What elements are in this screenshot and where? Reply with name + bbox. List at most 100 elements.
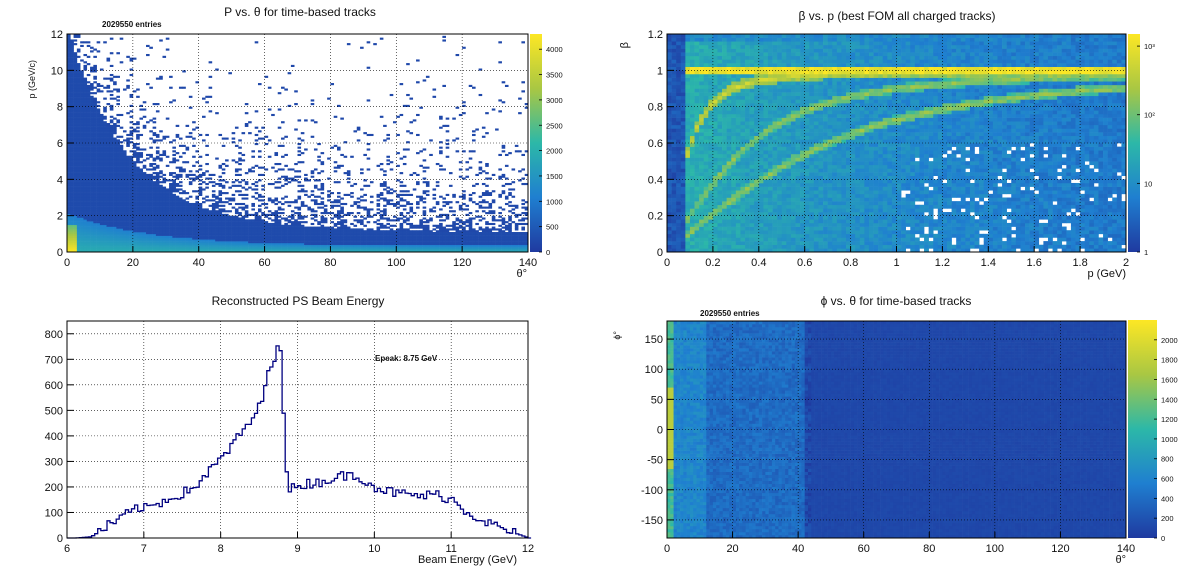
heatmap-cell [432,197,437,200]
heatmap-cell [317,172,321,175]
heatmap-cell [442,250,446,253]
heatmap-cell [122,182,127,186]
heatmap-cell [445,224,450,227]
heatmap-cell [96,101,101,104]
heatmap-cell [113,162,117,166]
heatmap-cell [90,175,94,178]
heatmap-cell [422,241,427,244]
heatmap-cell [211,224,216,227]
heatmap-cell [103,179,107,182]
heatmap-cell [188,106,193,109]
heatmap-cell [132,146,137,149]
heatmap-cell [86,99,91,102]
heatmap-cell [320,224,325,227]
heatmap-cell [70,239,74,242]
heatmap-cell [281,242,285,246]
heatmap-cell [96,135,101,138]
heatmap-cell [152,186,157,189]
heatmap-cell [136,213,140,216]
heatmap-cell [178,212,183,215]
heatmap-cell [126,55,130,58]
heatmap-cell [142,159,147,162]
heatmap-cell [323,244,328,247]
heatmap-cell [76,201,81,204]
heatmap-cell [462,150,466,153]
heatmap-cell [313,184,318,187]
heatmap-cell [330,235,335,238]
heatmap-cell [96,164,101,167]
heatmap-cell [376,232,381,235]
heatmap-cell [146,121,150,124]
heatmap-cell [80,84,84,87]
heatmap-cell [238,184,242,187]
heatmap-cell [264,202,269,206]
heatmap-cell [126,222,130,226]
heatmap-cell [136,157,140,160]
heatmap-cell [73,132,78,135]
heatmap-cell [90,250,94,253]
heatmap-cell [392,190,397,193]
heatmap-cell [439,115,443,118]
heatmap-cell [149,222,153,226]
heatmap-cell [116,221,120,224]
heatmap-cell [116,224,120,227]
heatmap-cell [172,233,176,236]
heatmap-cell [73,39,78,42]
heatmap-cell [129,222,134,226]
heatmap-cell [313,230,318,233]
heatmap-cell [439,232,443,235]
heatmap-cell [412,232,417,235]
heatmap-cell [152,121,157,124]
heatmap-cell [218,226,223,229]
heatmap-cell [136,192,140,195]
heatmap-cell [126,173,130,176]
heatmap-cell [261,219,265,222]
heatmap-cell [106,193,111,196]
heatmap-cell [225,164,229,167]
heatmap-cell [70,250,74,253]
heatmap-cell [327,212,331,215]
heatmap-cell [159,181,163,184]
heatmap-cell [337,213,341,216]
heatmap-cell [86,239,91,242]
heatmap-cell [119,228,124,231]
heatmap-cell [67,137,71,140]
heatmap-cell [76,133,81,137]
heatmap-cell [406,201,410,204]
heatmap-cell [340,228,344,231]
heatmap-cell [363,179,367,182]
heatmap-cell [122,230,127,233]
heatmap-cell [86,177,91,180]
heatmap-cell [435,184,440,187]
heatmap-cell [73,73,78,77]
heatmap-cell [363,184,367,187]
heatmap-cell [389,235,394,238]
heatmap-cell [106,153,111,157]
heatmap-cell [198,186,203,189]
heatmap-cell [113,232,117,235]
heatmap-cell [320,182,325,186]
heatmap-cell [122,221,127,224]
heatmap-cell [337,241,341,244]
heatmap-cell [192,121,196,124]
heatmap-cell [254,226,259,229]
heatmap-cell [149,184,153,187]
heatmap-cell [198,248,203,251]
heatmap-cell [76,199,81,202]
heatmap-cell [155,228,160,231]
heatmap-cell [90,170,94,173]
heatmap-cell [146,230,150,233]
heatmap-cell [165,192,170,195]
heatmap-cell [211,235,216,238]
heatmap-cell [225,181,229,184]
heatmap-cell [172,217,176,220]
heatmap-cell [234,248,239,251]
heatmap-cell [113,199,117,202]
heatmap-cell [333,241,338,244]
heatmap-cell [215,230,219,233]
heatmap-cell [106,230,111,233]
heatmap-cell [70,177,74,180]
heatmap-cell [83,123,88,126]
heatmap-cell [136,175,140,178]
heatmap-cell [231,242,236,246]
